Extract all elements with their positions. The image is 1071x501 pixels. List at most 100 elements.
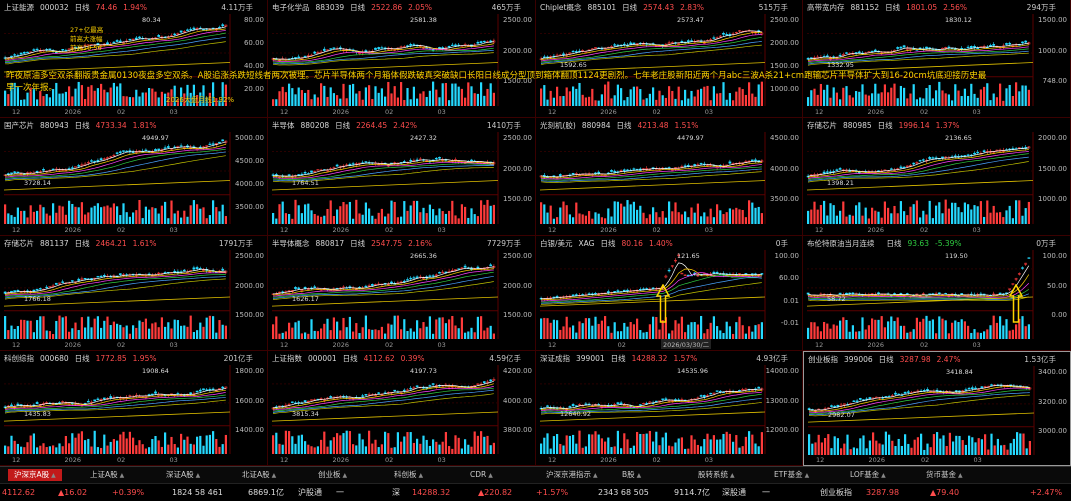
kline-chart	[3, 14, 231, 106]
volume-bar	[275, 432, 278, 454]
kline-chart	[271, 14, 499, 106]
kline-panel[interactable]: 存储芯片 880985 日线 1996.14 1.37% 2000.00 1500.00 10…	[803, 118, 1071, 236]
volume-bar	[215, 332, 218, 339]
kline-panel[interactable]: 创业板指 399006 日线 3287.98 2.47% 1.53亿手 3400.00 320…	[803, 351, 1071, 466]
volume-bar	[23, 99, 26, 106]
y-axis-label: 2000.00	[503, 46, 532, 55]
volume-bar	[141, 218, 144, 224]
candle	[447, 46, 451, 48]
high-marker: 2427.32	[410, 134, 437, 142]
market-tab[interactable]: 沪深京A股 ▲	[8, 469, 62, 481]
trend-line	[3, 62, 231, 73]
kline-panel[interactable]: 高带宽内存 881152 日线 1801.05 2.56% 294万手 1500.00 100…	[803, 0, 1071, 118]
kline-panel[interactable]: 深证成指 399001 日线 14288.32 1.57% 4.93亿手 14000.00 1…	[536, 351, 803, 466]
candle	[1011, 283, 1015, 285]
volume-bar	[814, 442, 817, 455]
candle	[587, 293, 591, 295]
volume-bar	[1005, 88, 1008, 106]
volume-bar	[29, 205, 32, 224]
market-tab[interactable]: 创业板 ▲	[312, 469, 353, 481]
market-tab[interactable]: LOF基金 ▲	[844, 469, 892, 481]
volume-bar	[345, 204, 348, 224]
kline-panel[interactable]: 电子化学品 883039 日线 2522.86 2.05% 465万手 2500.00 200…	[268, 0, 536, 118]
kline-panel[interactable]: 半导体概念 880817 日线 2547.75 2.16% 7729万手 2500.00 20…	[268, 236, 536, 351]
x-axis-label: 03	[972, 341, 981, 349]
kline-chart	[271, 365, 499, 454]
moving-average-line	[272, 383, 494, 410]
volume-bar	[826, 215, 829, 224]
volume-bar	[931, 218, 934, 224]
volume-bar	[836, 438, 839, 455]
volume-bar	[578, 82, 581, 106]
volume-bar	[320, 328, 323, 339]
candle	[221, 139, 225, 142]
candle	[992, 44, 996, 46]
kline-panel[interactable]: 白银/美元 XAG 日线 80.16 1.40% 0手 100.00 60.00 0.01 -0.…	[536, 236, 803, 351]
market-tab[interactable]: 北证A股 ▲	[236, 469, 282, 481]
high-marker: 119.50	[945, 252, 968, 260]
x-axis-label: 2026	[867, 108, 885, 116]
volume-bar	[607, 326, 610, 339]
kline-panel[interactable]: 半导体 880208 日线 2264.45 2.42% 1410万手 2500.00 2000…	[268, 118, 536, 236]
volume-bar	[910, 447, 913, 455]
volume-bar	[992, 315, 995, 339]
volume-bar	[364, 446, 367, 454]
kline-panel[interactable]: 科创综指 000680 日线 1772.85 1.95% 201亿手 1800.00 1600…	[0, 351, 268, 466]
panel-title: 布伦特原油当月连续	[807, 239, 875, 248]
volume-bar	[584, 318, 587, 339]
candle	[973, 152, 976, 155]
volume-bar	[891, 440, 894, 455]
volume-bar	[744, 217, 747, 224]
volume-bar	[677, 438, 680, 454]
market-tab[interactable]: 股转系统 ▲	[692, 469, 741, 481]
market-tab[interactable]: CDR ▲	[464, 469, 499, 481]
candle	[976, 47, 980, 50]
volume-bar	[1003, 444, 1006, 455]
candle	[374, 47, 377, 50]
market-tab[interactable]: 上证A股 ▲	[84, 469, 130, 481]
volume-bar	[967, 204, 970, 224]
candle	[836, 404, 840, 407]
volume-bar	[196, 330, 199, 339]
volume-bar	[212, 82, 215, 106]
volume-bar	[68, 443, 71, 454]
volume-bar	[339, 98, 342, 106]
market-tab[interactable]: ETF基金 ▲	[768, 469, 815, 481]
panel-code: 880985	[843, 121, 872, 130]
kline-panel[interactable]: 上证能源 000032 日线 74.46 1.94% 4.11万手 80.00 60.00 40…	[0, 0, 268, 118]
kline-panel[interactable]: 光刻机(胶) 880984 日线 4213.48 1.51% 4500.00 4000.00…	[536, 118, 803, 236]
panel-change: 1.57%	[673, 354, 698, 363]
kline-panel[interactable]: Chiplet概念 885101 日线 2574.43 2.83% 515万手 2500.0…	[536, 0, 803, 118]
volume-bar	[954, 320, 957, 339]
volume-bar	[345, 430, 348, 454]
volume-bar	[141, 92, 144, 106]
candle	[632, 42, 636, 45]
volume-bar	[912, 84, 915, 106]
volume-bar	[899, 85, 902, 106]
market-tab[interactable]: 科创板 ▲	[388, 469, 429, 481]
candle	[332, 167, 336, 169]
kline-panel[interactable]: 存储芯片 881137 日线 2464.21 1.61% 1791万手 2500.00 200…	[0, 236, 268, 351]
kline-panel[interactable]: 上证指数 000001 日线 4112.62 0.39% 4.59亿手 4200.00 400…	[268, 351, 536, 466]
candle	[134, 37, 138, 40]
candle	[48, 286, 52, 288]
market-tab[interactable]: 货币基金 ▲	[920, 469, 969, 481]
hgt-label[interactable]: 沪股通	[298, 488, 322, 497]
volume-bar	[486, 435, 489, 454]
market-tab[interactable]: 深证A股 ▲	[160, 469, 206, 481]
candle	[176, 33, 180, 35]
market-tab[interactable]: B股 ▲	[616, 469, 647, 481]
volume-bar	[954, 84, 957, 106]
x-axis-label: 02	[385, 108, 394, 116]
sgt-label[interactable]: 深股通	[722, 488, 746, 497]
market-tab[interactable]: 沪深京港指示 ▲	[540, 469, 604, 481]
volume-bar	[979, 332, 982, 339]
status-bar: 4112.62 ▲16.02 +0.39% 1824 58 461 6869.1…	[0, 483, 1071, 501]
volume-bar	[807, 97, 810, 106]
chevron-up-icon: ▲	[958, 472, 963, 479]
kline-panel[interactable]: 布伦特原油当月连续 日线 93.63 -5.39% 0万手 100.00 50.00 0.00…	[803, 236, 1071, 351]
kline-panel[interactable]: 国产芯片 880943 日线 4733.34 1.81% 5000.00 4500.00 40…	[0, 118, 268, 236]
volume-bar	[728, 93, 731, 106]
x-axis-label: 2026	[64, 108, 82, 116]
volume-bar	[48, 446, 51, 454]
